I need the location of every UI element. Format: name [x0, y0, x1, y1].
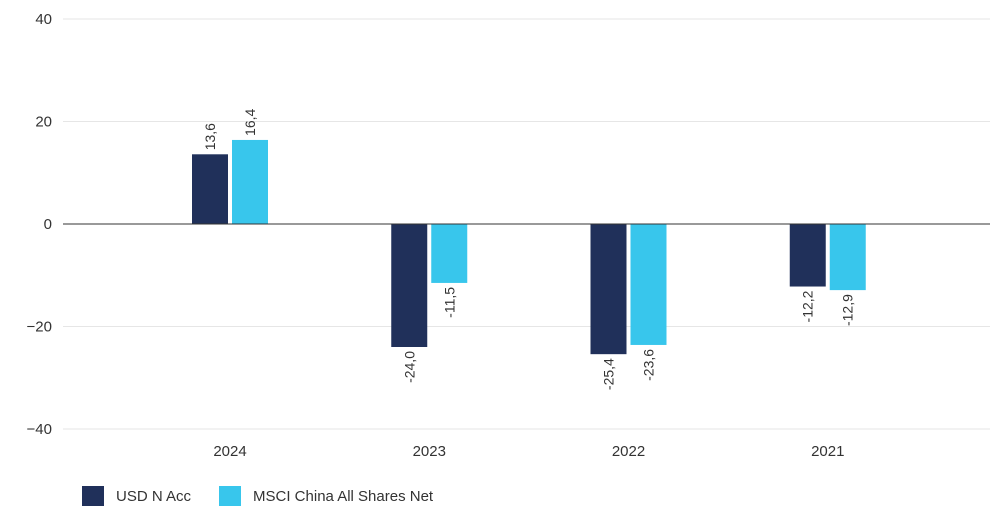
y-axis-ticks: 40 20 0 −20 −40 [27, 11, 52, 438]
legend-swatch-usd-n-acc [82, 486, 104, 506]
x-tick-label: 2021 [811, 443, 844, 460]
bar [829, 224, 866, 291]
y-tick-label: −40 [27, 421, 52, 438]
data-labels: 13,6 16,4 -24,0 -11,5 -25,4 -23,6 -12,2 -12,9 [202, 108, 856, 390]
x-tick-label: 2022 [612, 443, 645, 460]
legend: USD N Acc MSCI China All Shares Net [82, 486, 461, 506]
data-label: -11,5 [441, 287, 457, 318]
y-tick-label: 20 [35, 114, 52, 131]
x-axis-ticks: 2024 2023 2022 2021 [213, 443, 844, 460]
legend-swatch-msci-china [219, 486, 242, 506]
bar [630, 224, 667, 345]
legend-label-usd-n-acc: USD N Acc [116, 487, 192, 505]
bar [590, 224, 627, 355]
bar [789, 224, 826, 287]
y-tick-label: 0 [44, 216, 52, 233]
legend-item-msci-china: MSCI China All Shares Net [219, 486, 433, 506]
data-label: -12,2 [800, 290, 816, 322]
bar [232, 139, 268, 224]
bar [192, 154, 228, 224]
data-label: -24,0 [401, 351, 417, 383]
x-tick-label: 2023 [413, 443, 446, 460]
data-label: 16,4 [242, 108, 258, 135]
legend-item-usd-n-acc: USD N Acc [82, 486, 191, 506]
data-label: -25,4 [601, 358, 617, 390]
bars [192, 139, 866, 355]
legend-label-msci-china: MSCI China All Shares Net [253, 487, 434, 505]
bar [431, 224, 468, 283]
gridlines [63, 18, 990, 430]
data-label: 13,6 [202, 123, 218, 150]
bar [391, 224, 428, 347]
y-tick-label: 40 [35, 11, 52, 28]
x-tick-label: 2024 [213, 443, 246, 460]
data-label: -12,9 [840, 294, 856, 326]
data-label: -23,6 [641, 349, 657, 381]
y-tick-label: −20 [27, 319, 52, 336]
